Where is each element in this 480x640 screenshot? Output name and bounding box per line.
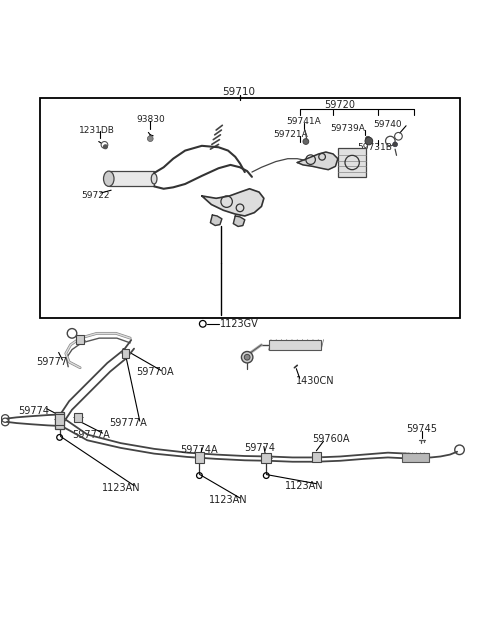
Text: 1430CN: 1430CN: [296, 376, 335, 386]
Text: 59774: 59774: [18, 406, 49, 415]
Text: 59777A: 59777A: [109, 418, 146, 428]
Ellipse shape: [151, 173, 157, 184]
Text: 59770A: 59770A: [136, 367, 174, 378]
Bar: [338, 148, 366, 177]
Polygon shape: [233, 216, 245, 227]
Bar: [121, 349, 129, 358]
Text: 1123GV: 1123GV: [220, 319, 259, 329]
Circle shape: [365, 137, 372, 145]
Polygon shape: [210, 215, 222, 225]
Text: 59710: 59710: [222, 87, 255, 97]
Bar: [55, 412, 64, 429]
Text: 59739A: 59739A: [331, 124, 366, 132]
Text: 59721A: 59721A: [274, 131, 308, 140]
Bar: [195, 452, 204, 463]
Bar: [262, 452, 271, 463]
Ellipse shape: [104, 171, 114, 186]
Text: 59774A: 59774A: [180, 445, 217, 455]
Circle shape: [393, 142, 397, 147]
Bar: [312, 452, 321, 462]
Bar: [76, 335, 84, 344]
Circle shape: [147, 136, 153, 141]
Text: 59720: 59720: [324, 100, 355, 110]
Circle shape: [365, 136, 370, 141]
Text: 59722: 59722: [82, 191, 110, 200]
Bar: [109, 171, 154, 186]
Text: 1123AN: 1123AN: [285, 481, 324, 491]
Circle shape: [241, 351, 253, 363]
Circle shape: [244, 355, 250, 360]
Text: 59745: 59745: [406, 424, 437, 434]
Text: 59777A: 59777A: [72, 431, 110, 440]
Bar: [269, 340, 321, 350]
Bar: [39, 98, 459, 317]
Circle shape: [303, 139, 309, 145]
Text: 59741A: 59741A: [286, 117, 321, 126]
Circle shape: [104, 145, 108, 148]
Text: 1123AN: 1123AN: [102, 483, 140, 493]
Text: 59740: 59740: [373, 120, 402, 129]
Bar: [74, 413, 82, 422]
Text: 59760A: 59760A: [312, 435, 350, 444]
Polygon shape: [297, 152, 338, 170]
Text: 93830: 93830: [136, 115, 165, 124]
Text: 1123AN: 1123AN: [209, 495, 248, 506]
Text: 59774: 59774: [244, 443, 275, 453]
Text: 1231DB: 1231DB: [79, 125, 115, 134]
Bar: [402, 452, 429, 462]
Text: 59777: 59777: [36, 357, 67, 367]
Text: 59731B: 59731B: [357, 143, 392, 152]
Polygon shape: [202, 189, 264, 216]
Bar: [55, 413, 64, 425]
